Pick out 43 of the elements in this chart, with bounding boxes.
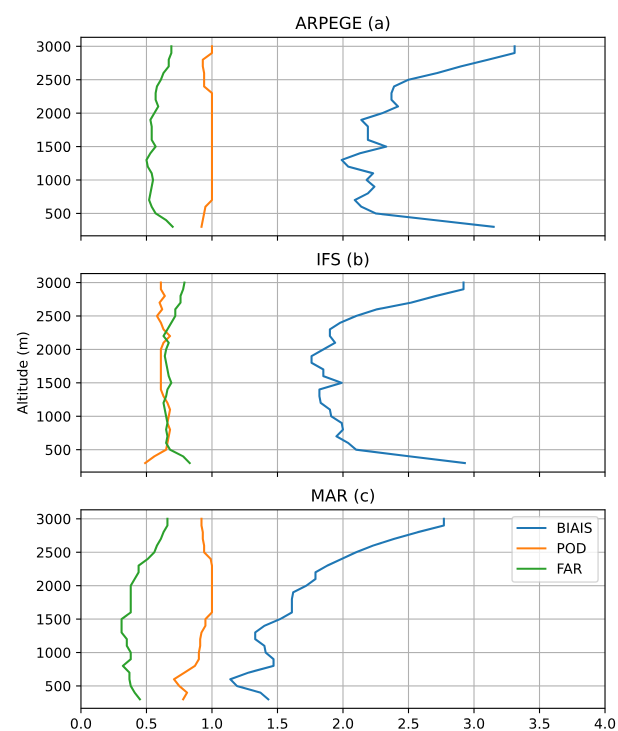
chart-title: IFS (b) (318, 252, 368, 268)
line-series (229, 518, 445, 700)
x-tick-label: 2.5 (398, 718, 418, 729)
y-tick-label: 2500 (36, 310, 70, 322)
x-tick-label: 1.5 (268, 718, 288, 729)
y-tick-label: 1500 (37, 614, 70, 625)
y-tick-label: 1000 (37, 174, 70, 186)
y-tick-label: 2000 (36, 108, 70, 119)
line-series (310, 282, 466, 464)
x-tick-label: 0.0 (70, 718, 92, 729)
line-series (340, 45, 516, 228)
y-tick-label: 2000 (36, 344, 70, 355)
legend-label: BIAIS (558, 522, 592, 534)
y-tick-label: 2500 (36, 74, 70, 86)
y-tick-label: 1000 (37, 647, 70, 658)
y-tick-label: 2000 (36, 580, 70, 592)
y-tick-label: 1500 (37, 142, 70, 152)
chart-title: MAR (c) (312, 488, 374, 504)
line-series (172, 518, 214, 700)
legend-label: POD (558, 542, 586, 554)
x-tick-label: 3.5 (530, 718, 550, 729)
y-tick-label: 1000 (37, 411, 70, 422)
line-series (120, 518, 168, 700)
line-series (200, 45, 214, 228)
x-tick-label: 0.5 (136, 718, 156, 729)
x-tick-label: 1.0 (202, 718, 222, 729)
line-series (144, 282, 172, 464)
y-tick-label: 3000 (36, 41, 70, 52)
x-tick-label: 2.0 (332, 718, 354, 729)
line-series (162, 282, 191, 464)
legend-label: FAR (558, 564, 582, 574)
y-tick-label: 500 (46, 680, 70, 692)
y-tick-label: 500 (46, 444, 70, 456)
y-tick-label: 3000 (36, 278, 70, 288)
x-tick-label: 4.0 (594, 718, 616, 729)
chart-title: ARPEGE (a) (295, 16, 390, 32)
y-tick-label: 3000 (36, 514, 70, 524)
y-axis-title: Altitude (m) (16, 332, 30, 414)
line-series (145, 45, 174, 228)
y-tick-label: 2500 (36, 547, 70, 558)
y-tick-label: 1500 (37, 378, 70, 388)
y-tick-label: 500 (46, 208, 70, 219)
x-tick-label: 3.0 (464, 718, 484, 729)
